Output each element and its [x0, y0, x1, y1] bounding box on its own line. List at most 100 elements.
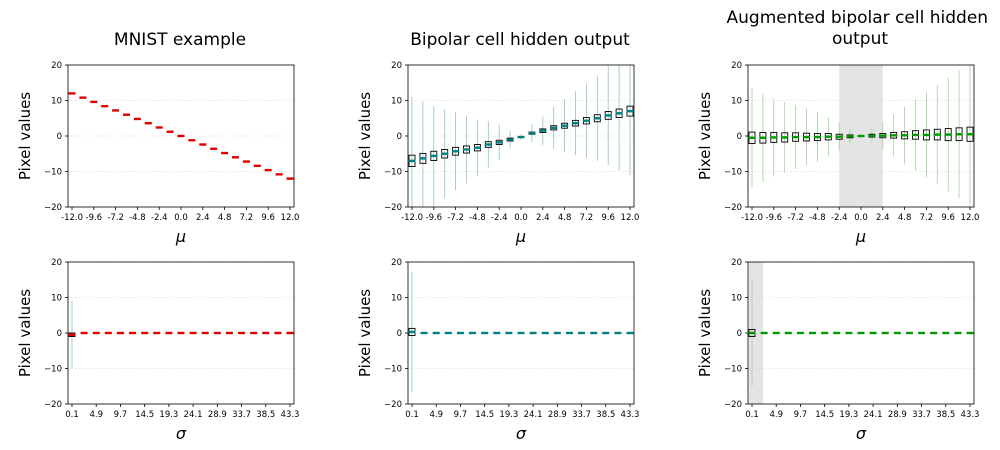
- x-tick-label: 4.8: [898, 213, 912, 223]
- y-tick-label: −20: [384, 400, 402, 410]
- x-tick-label: 43.3: [961, 410, 980, 420]
- x-tick-label: 19.3: [159, 410, 178, 420]
- x-tick-label: 0.0: [514, 213, 528, 223]
- y-tick-label: 10: [51, 294, 62, 304]
- x-tick-label: 9.6: [261, 213, 275, 223]
- panel-bipolar_mu: −20 −10 0 10 20 -12.0 -9.6 -7.2 -4.8 -2.4 0.0 2.4 4.…: [356, 61, 639, 246]
- x-tick-label: 7.2: [240, 213, 254, 223]
- x-tick-label: -7.2: [107, 213, 124, 223]
- y-tick-label: −20: [384, 203, 402, 213]
- y-tick-label: −20: [44, 400, 62, 410]
- x-tick-label: 43.3: [281, 410, 300, 420]
- x-tick-label: -12.0: [61, 213, 83, 223]
- title-augmented-line2: output: [832, 29, 888, 49]
- y-tick-label: 10: [391, 97, 402, 107]
- x-tick-label: 9.7: [794, 410, 808, 420]
- x-tick-label: 4.9: [769, 410, 783, 420]
- y-tick-label: 0: [397, 132, 402, 142]
- y-tick-label: −10: [44, 365, 62, 375]
- x-tick-label: 38.5: [596, 410, 615, 420]
- title-augmented: Augmented bipolar cell hidden output: [727, 8, 994, 49]
- panel-mnist_sigma: −20 −10 0 10 20 0.1 4.9 9.7 14.5 19.3 24.1 28.9 33.7…: [16, 258, 299, 443]
- y-tick-label: −10: [44, 168, 62, 178]
- x-tick-label: 9.6: [601, 213, 615, 223]
- y-tick-label: 0: [737, 132, 742, 142]
- panel-bipolar_sigma: −20 −10 0 10 20 0.1 4.9 9.7 14.5 19.3 24.1 28.9 33.7…: [356, 258, 639, 443]
- y-tick-label: −10: [384, 365, 402, 375]
- x-tick-label: 4.9: [89, 410, 103, 420]
- y-tick-label: 0: [57, 329, 62, 339]
- x-tick-label: 12.0: [961, 213, 980, 223]
- y-tick-label: −20: [724, 203, 742, 213]
- y-tick-label: 20: [51, 258, 62, 268]
- x-tick-label: 4.8: [558, 213, 572, 223]
- y-axis-label: Pixel values: [356, 289, 374, 377]
- x-tick-label: 43.3: [621, 410, 640, 420]
- x-tick-label: -2.4: [831, 213, 848, 223]
- y-tick-label: 20: [51, 61, 62, 71]
- y-tick-label: 20: [731, 61, 742, 71]
- x-tick-label: 33.7: [572, 410, 591, 420]
- x-tick-label: 0.0: [854, 213, 868, 223]
- x-tick-label: 7.2: [920, 213, 934, 223]
- title-augmented-line1: Augmented bipolar cell hidden: [727, 8, 989, 28]
- x-axis-label: μ: [515, 227, 526, 246]
- x-tick-label: 0.1: [405, 410, 419, 420]
- y-tick-label: 0: [397, 329, 402, 339]
- y-axis-label: Pixel values: [696, 92, 714, 180]
- x-tick-label: -2.4: [151, 213, 168, 223]
- x-tick-label: 12.0: [281, 213, 300, 223]
- y-axis-label: Pixel values: [16, 289, 34, 377]
- panel-mnist_mu: −20 −10 0 10 20 -12.0 -9.6 -7.2 -4.8 -2.4 0.0 2.4 4.…: [16, 61, 299, 246]
- x-tick-label: 14.5: [135, 410, 154, 420]
- x-axis-label: σ: [176, 424, 187, 443]
- x-tick-label: -4.8: [129, 213, 146, 223]
- x-tick-label: 14.5: [475, 410, 494, 420]
- x-tick-label: -9.6: [766, 213, 783, 223]
- x-tick-label: 24.1: [524, 410, 543, 420]
- x-tick-label: 9.7: [454, 410, 468, 420]
- x-tick-label: 4.8: [218, 213, 232, 223]
- x-tick-label: -12.0: [741, 213, 763, 223]
- x-tick-label: 0.0: [174, 213, 188, 223]
- x-tick-label: 0.1: [745, 410, 759, 420]
- x-tick-label: -2.4: [491, 213, 508, 223]
- y-tick-label: 10: [391, 294, 402, 304]
- x-axis-label: σ: [856, 424, 867, 443]
- x-tick-label: 0.1: [65, 410, 79, 420]
- x-tick-label: -4.8: [469, 213, 486, 223]
- y-tick-label: 10: [731, 97, 742, 107]
- x-tick-label: 24.1: [184, 410, 203, 420]
- y-tick-label: 10: [731, 294, 742, 304]
- x-tick-label: 7.2: [580, 213, 594, 223]
- y-tick-label: −10: [384, 168, 402, 178]
- x-tick-label: 28.9: [208, 410, 227, 420]
- x-tick-label: 33.7: [912, 410, 931, 420]
- y-tick-label: 0: [57, 132, 62, 142]
- y-axis-label: Pixel values: [16, 92, 34, 180]
- x-axis-label: σ: [516, 424, 527, 443]
- x-tick-label: 4.9: [429, 410, 443, 420]
- x-tick-label: 19.3: [839, 410, 858, 420]
- y-tick-label: −10: [724, 168, 742, 178]
- y-tick-label: 0: [737, 329, 742, 339]
- x-tick-label: 28.9: [888, 410, 907, 420]
- y-tick-label: −10: [724, 365, 742, 375]
- x-tick-label: -7.2: [447, 213, 464, 223]
- y-tick-label: −20: [724, 400, 742, 410]
- y-axis-label: Pixel values: [696, 289, 714, 377]
- y-tick-label: 20: [391, 258, 402, 268]
- x-tick-label: 2.4: [196, 213, 210, 223]
- x-tick-label: -12.0: [401, 213, 423, 223]
- x-axis-label: μ: [855, 227, 866, 246]
- x-tick-label: -7.2: [787, 213, 804, 223]
- x-tick-label: 19.3: [499, 410, 518, 420]
- x-tick-label: 14.5: [815, 410, 834, 420]
- y-tick-label: 20: [731, 258, 742, 268]
- title-bipolar: Bipolar cell hidden output: [410, 30, 630, 50]
- x-tick-label: 9.6: [941, 213, 955, 223]
- title-mnist: MNIST example: [114, 30, 246, 50]
- y-tick-label: −20: [44, 203, 62, 213]
- x-tick-label: 38.5: [256, 410, 275, 420]
- x-axis-label: μ: [175, 227, 186, 246]
